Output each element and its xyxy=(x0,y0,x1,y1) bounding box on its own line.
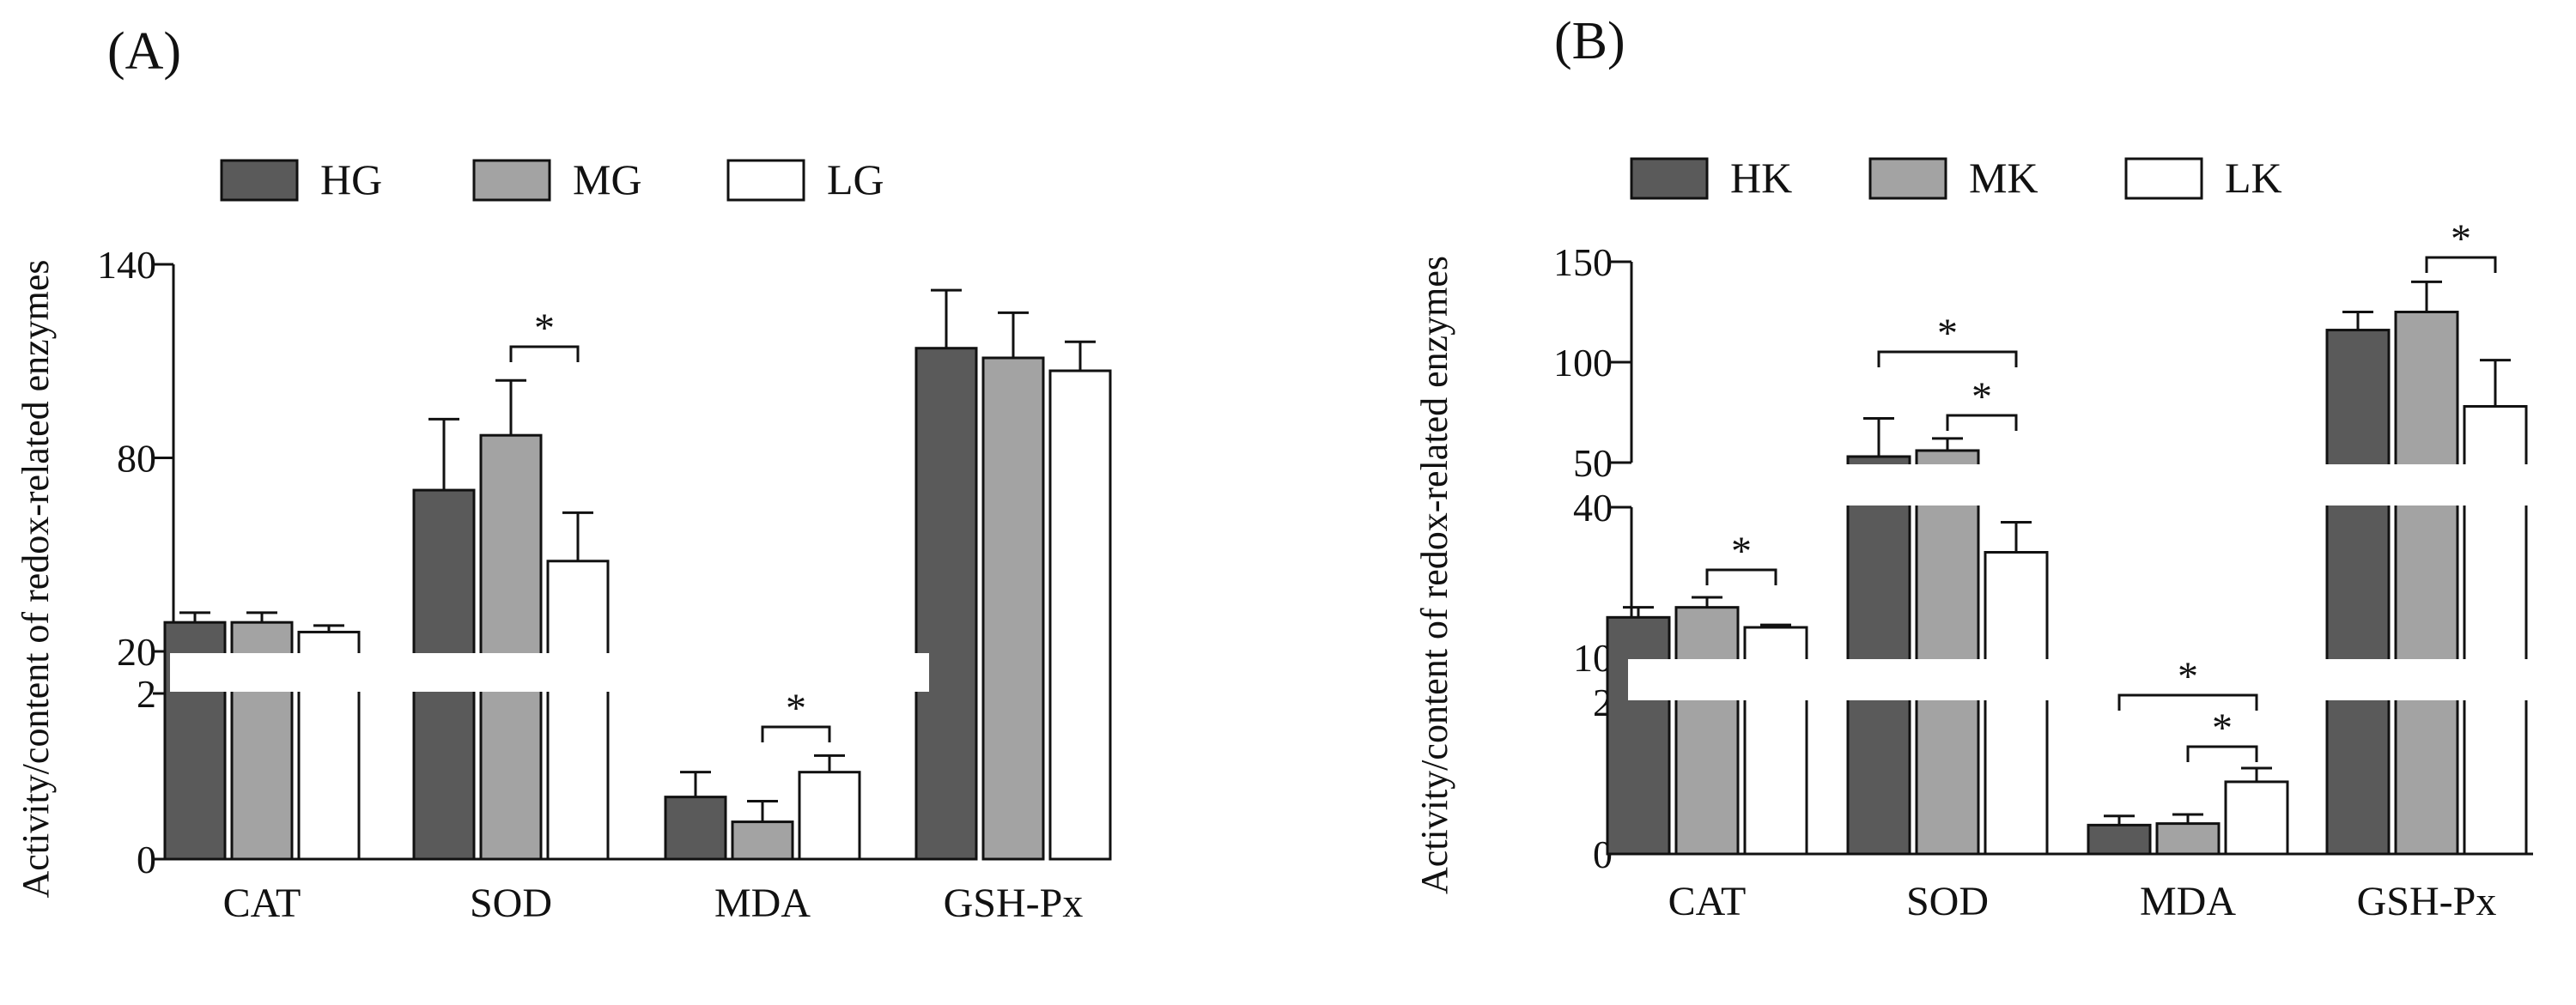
y-tick-label: 20 xyxy=(117,630,156,674)
legend-swatch-lk xyxy=(2124,157,2203,200)
legend-label-mk: MK xyxy=(1969,154,2038,202)
legend-swatch-mg xyxy=(472,159,551,202)
bar-lk-sod xyxy=(1984,551,2049,856)
significance-marker: * xyxy=(1937,311,1958,356)
bar-hg-gsh-px xyxy=(914,347,978,861)
bar-lg-mda xyxy=(798,771,861,861)
bar-hk-mda xyxy=(2087,823,2152,856)
legend-swatch-hk xyxy=(1630,157,1709,200)
significance-marker: * xyxy=(1971,374,1992,420)
significance-marker: * xyxy=(2212,705,2233,751)
significance-bracket xyxy=(761,725,831,742)
y-tick-label: 80 xyxy=(117,437,156,481)
significance-marker: * xyxy=(534,306,555,351)
panel-label: (A) xyxy=(107,22,181,81)
legend-label-lk: LK xyxy=(2225,154,2282,202)
bar-mk-cat xyxy=(1674,606,1740,856)
panel-b: (B) Activity/content of redox-related enz… xyxy=(1413,12,2537,924)
significance-marker: * xyxy=(1731,529,1752,574)
significance-bracket xyxy=(2425,256,2497,273)
y-tick-label: 50 xyxy=(1573,441,1613,485)
axis-break-gap xyxy=(170,653,929,692)
x-tick-label-sod: SOD xyxy=(1906,879,1989,924)
legend-swatch-mk xyxy=(1868,157,1947,200)
significance-bracket xyxy=(1705,568,1777,585)
significance-bracket xyxy=(2186,745,2258,762)
bar-hk-cat xyxy=(1606,615,1671,856)
legend-label-mg: MG xyxy=(573,155,642,203)
y-tick-label: 150 xyxy=(1553,240,1613,284)
legend-swatch-lg xyxy=(726,159,805,202)
bar-hk-gsh-px xyxy=(2325,329,2391,856)
x-tick-label-cat: CAT xyxy=(1668,879,1747,924)
y-tick-label: 10 xyxy=(1573,636,1613,680)
bar-mg-mda xyxy=(731,820,794,861)
legend-label-hk: HK xyxy=(1730,154,1792,202)
bar-mk-gsh-px xyxy=(2394,311,2459,856)
y-axis-title: Activity/content of redox-related enzyme… xyxy=(15,259,57,898)
bar-mg-sod xyxy=(479,433,543,861)
y-tick-label: 2 xyxy=(137,672,156,716)
x-tick-label-gsh-px: GSH-Px xyxy=(944,881,1084,926)
significance-bracket xyxy=(1946,414,2018,431)
significance-bracket xyxy=(509,345,580,362)
significance-marker: * xyxy=(786,686,806,731)
bar-lg-sod xyxy=(546,560,610,861)
bar-mg-gsh-px xyxy=(981,356,1045,861)
significance-marker: * xyxy=(2451,216,2471,262)
significance-bracket xyxy=(1877,350,2018,367)
x-tick-label-cat: CAT xyxy=(223,881,301,926)
x-tick-label-sod: SOD xyxy=(470,881,552,926)
bar-lg-gsh-px xyxy=(1048,369,1112,861)
axis-break-gap xyxy=(1628,659,2537,700)
panel-label: (B) xyxy=(1554,12,1625,70)
bar-hg-mda xyxy=(664,796,727,861)
axis-break-gap xyxy=(1628,464,2537,506)
bar-mk-mda xyxy=(2155,822,2221,856)
y-tick-label: 40 xyxy=(1573,486,1613,530)
significance-marker: * xyxy=(2178,654,2198,699)
legend-label-lg: LG xyxy=(827,155,884,203)
bar-hk-sod xyxy=(1846,455,1911,856)
legend-swatch-hg xyxy=(220,159,299,202)
panel-a: (A) Activity/content of redox-related enz… xyxy=(15,22,1112,926)
y-tick-label: 0 xyxy=(137,838,156,881)
y-axis-title: Activity/content of redox-related enzyme… xyxy=(1413,256,1455,894)
bar-lk-mda xyxy=(2224,780,2289,856)
legend-label-hg: HG xyxy=(320,155,382,203)
x-tick-label-mda: MDA xyxy=(2140,879,2236,924)
significance-bracket xyxy=(2117,693,2258,711)
y-tick-label: 100 xyxy=(1553,341,1613,384)
x-tick-label-gsh-px: GSH-Px xyxy=(2357,879,2497,924)
x-tick-label-mda: MDA xyxy=(714,881,811,926)
bar-mk-sod xyxy=(1915,449,1980,856)
y-tick-label: 140 xyxy=(97,243,156,287)
